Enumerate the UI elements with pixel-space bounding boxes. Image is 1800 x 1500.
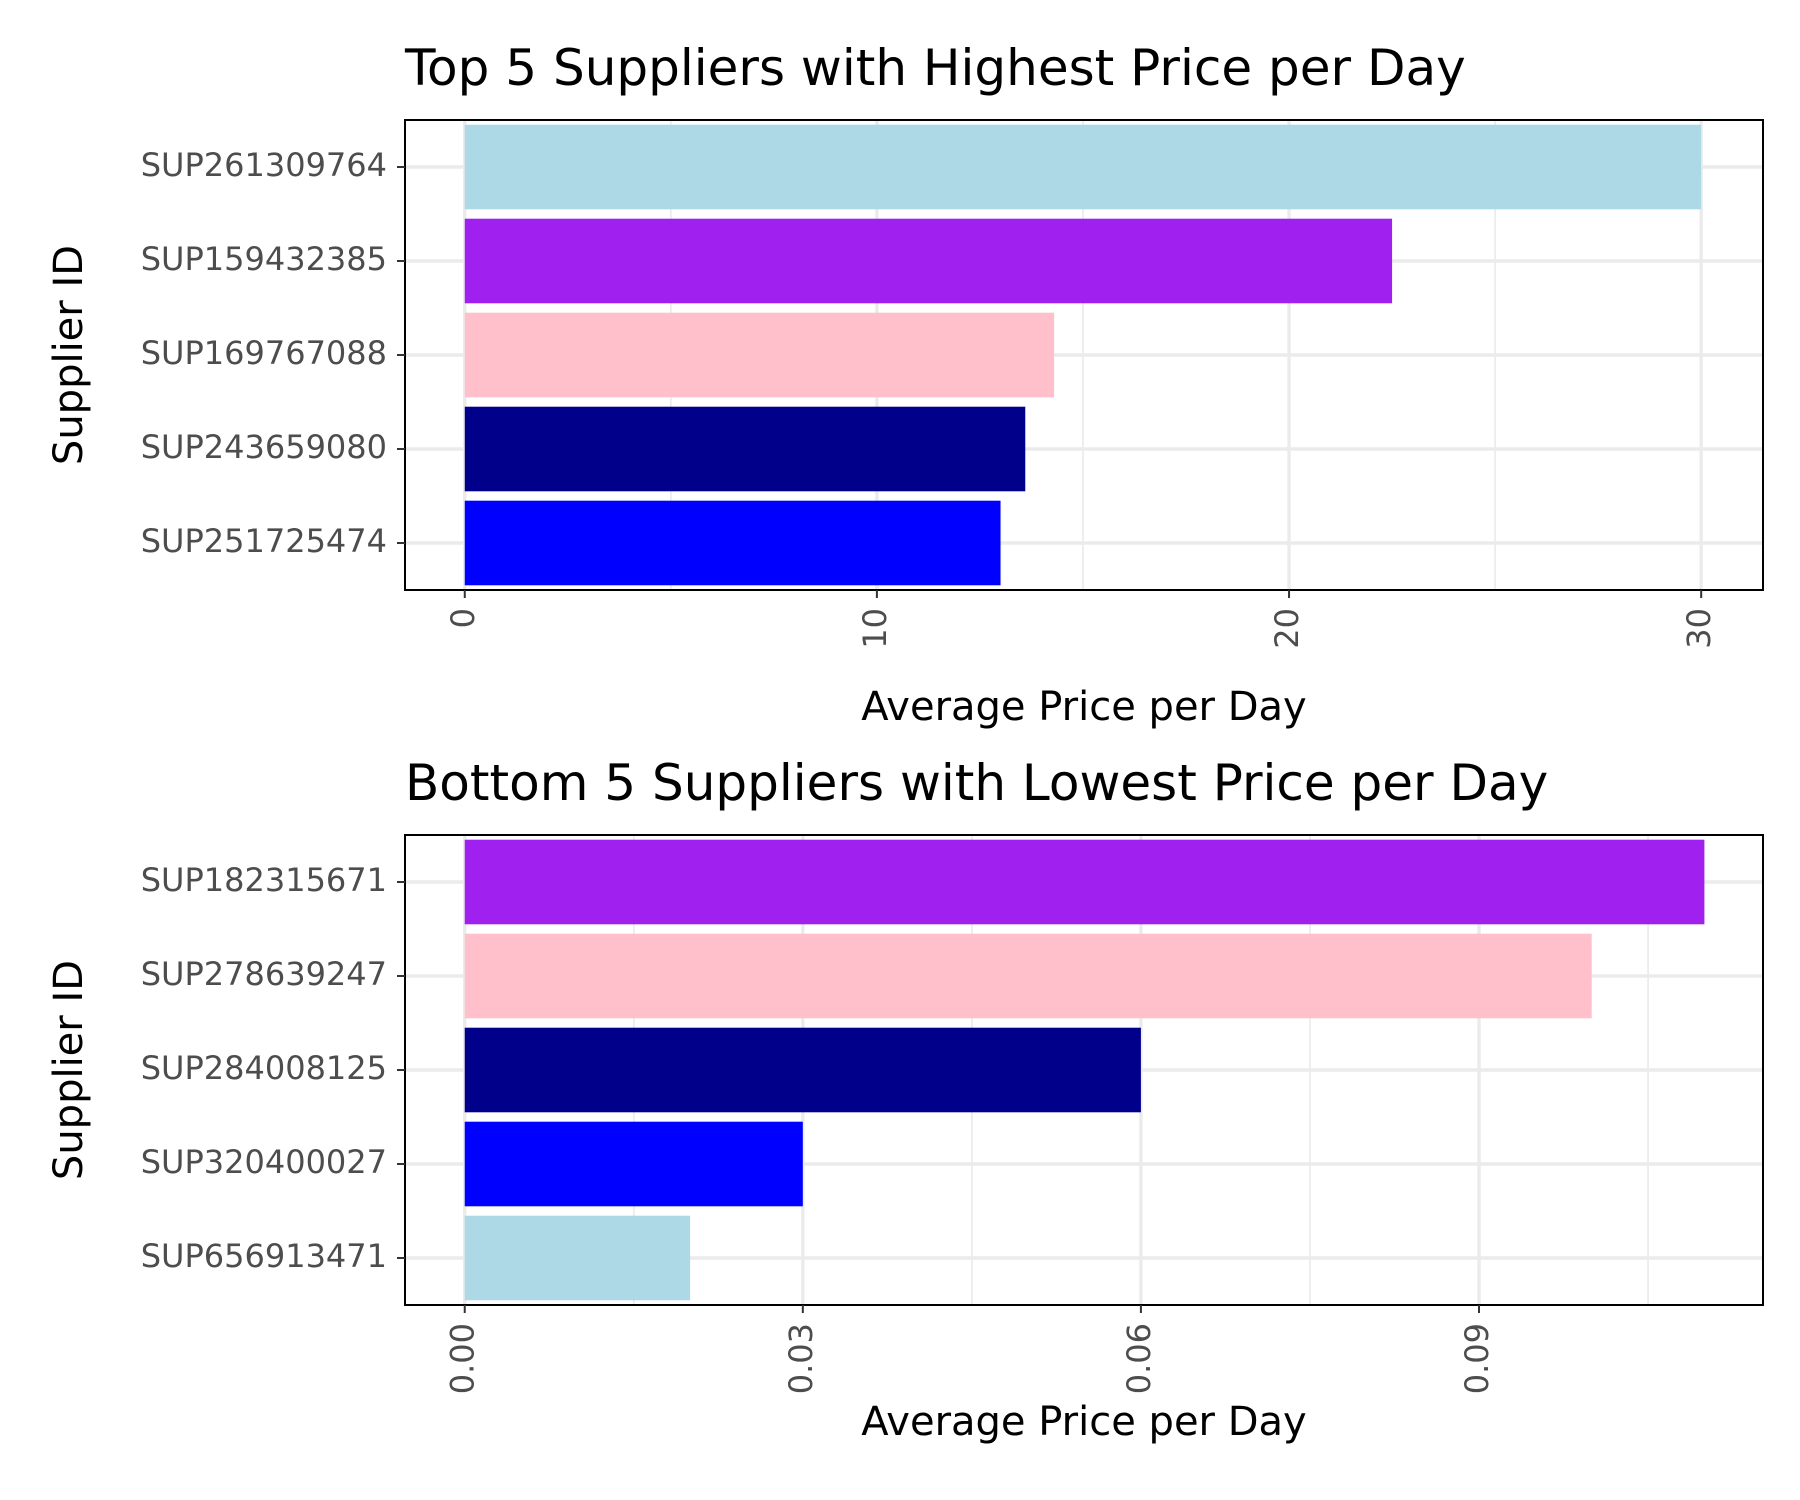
chart-panel-top: SUP261309764 SUP159432385 SUP169767088 SUP2… [46,39,1764,730]
x-tick-label: 0.09 [1458,1323,1496,1394]
bar-sup284008125 [464,1027,1141,1113]
x-tick-label: 0 [444,608,482,628]
chart-panel-bottom: SUP182315671 SUP278639247 SUP284008125 SUP3… [46,754,1764,1445]
x-tick-label: 0.00 [444,1323,482,1394]
x-tick-label: 10 [856,608,894,649]
x-tick-label: 20 [1268,608,1306,649]
x-axis-title: Average Price per Day [861,684,1306,730]
y-tick-label: SUP320400027 [141,1143,387,1181]
chart-title-top: Top 5 Suppliers with Highest Price per D… [404,39,1466,97]
x-axis-title: Average Price per Day [861,1399,1306,1445]
y-tick-label: SUP159432385 [141,240,387,278]
bar-sup169767088 [464,312,1055,398]
bar-sup182315671 [464,839,1705,925]
y-tick-label: SUP182315671 [141,861,387,899]
x-tick-label: 0.03 [782,1323,820,1394]
y-tick-label: SUP243659080 [141,428,387,466]
y-tick-label: SUP261309764 [141,146,387,184]
bar-sup159432385 [464,218,1393,304]
y-tick-label: SUP251725474 [141,522,387,560]
bar-sup656913471 [464,1215,691,1301]
y-axis-title: Supplier ID [46,960,92,1180]
x-tick-label: 0.06 [1120,1323,1158,1394]
x-tick-label: 30 [1680,608,1718,649]
bar-sup320400027 [464,1121,803,1207]
chart-title-bottom: Bottom 5 Suppliers with Lowest Price per… [405,754,1548,812]
y-tick-label: SUP169767088 [141,334,387,372]
bar-sup278639247 [464,933,1592,1019]
y-tick-label: SUP284008125 [141,1049,387,1087]
bar-sup261309764 [464,124,1702,210]
y-tick-label: SUP656913471 [141,1237,387,1275]
y-tick-label: SUP278639247 [141,955,387,993]
y-axis-title: Supplier ID [46,245,92,465]
bar-sup251725474 [464,500,1001,586]
bar-sup243659080 [464,406,1026,492]
